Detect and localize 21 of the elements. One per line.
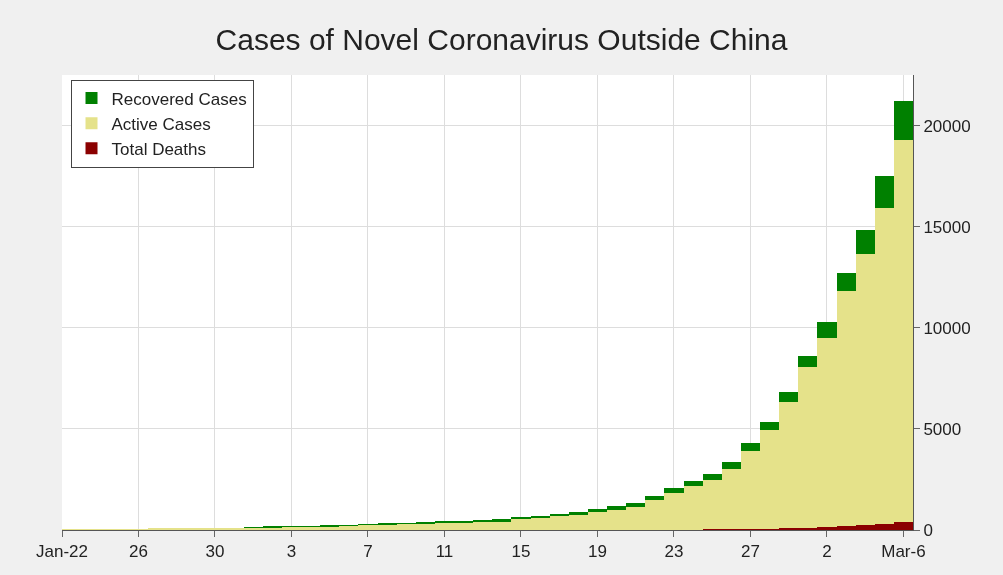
x-tick-label: 11 [435, 542, 454, 562]
x-tick-label: Jan-22 [36, 542, 88, 562]
y-tick-label: 15000 [923, 217, 971, 237]
x-tick-label: Mar-6 [881, 542, 926, 562]
x-tick-label: 7 [363, 542, 373, 562]
y-tick-label: 10000 [923, 318, 971, 338]
legend-label: Total Deaths [111, 139, 207, 159]
y-tick-label: 20000 [923, 116, 971, 136]
x-tick-label: 2 [822, 542, 832, 562]
legend-label: Recovered Cases [111, 89, 247, 109]
x-tick-label: 3 [286, 542, 297, 562]
x-tick-label: 15 [511, 542, 531, 562]
x-tick-label: 26 [129, 542, 148, 562]
chart-title: Cases of Novel Coronavirus Outside China [215, 22, 788, 56]
x-tick-label: 23 [664, 542, 684, 562]
y-tick-label: 5000 [923, 419, 962, 439]
x-tick-label: 19 [588, 542, 607, 562]
legend-label: Active Cases [111, 114, 211, 134]
y-tick-label: 0 [923, 520, 933, 540]
x-tick-label: 27 [740, 542, 760, 562]
x-tick-label: 30 [205, 542, 225, 562]
